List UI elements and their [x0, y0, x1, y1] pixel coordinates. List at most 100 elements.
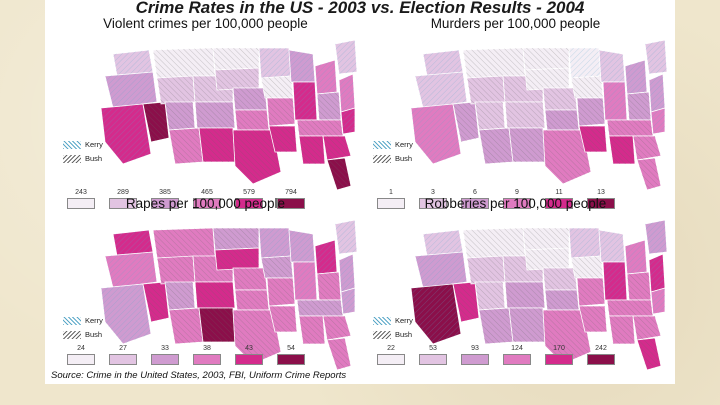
bush-hatch-overlay — [543, 130, 591, 184]
kerry-hatch-overlay — [625, 60, 647, 94]
bush-hatch-overlay — [269, 306, 297, 332]
slide-panel: Crime Rates in the US - 2003 vs. Electio… — [45, 0, 675, 384]
legend-bin-swatch — [461, 354, 489, 365]
bush-swatch — [63, 331, 81, 339]
kerry-hatch-overlay — [603, 262, 627, 300]
legend-bin-swatch — [377, 354, 405, 365]
kerry-hatch-overlay — [569, 228, 601, 258]
legend-bin-label: 38 — [203, 345, 211, 352]
kerry-key: Kerry — [63, 140, 133, 152]
bush-hatch-overlay — [199, 128, 235, 162]
kerry-hatch-overlay — [599, 230, 625, 262]
legend-bin-label: 124 — [511, 345, 523, 352]
legend-bin-swatch — [235, 354, 263, 365]
kerry-swatch — [373, 141, 391, 149]
legend-bin-swatch — [587, 198, 615, 209]
kerry-label: Kerry — [85, 140, 103, 149]
legend-bin-swatch — [377, 198, 405, 209]
kerry-key: Kerry — [373, 140, 443, 152]
legend-bin: 465 — [189, 188, 225, 210]
bush-hatch-overlay — [267, 278, 295, 306]
kerry-hatch-overlay — [423, 230, 463, 256]
legend-bin-swatch — [151, 198, 179, 209]
bush-hatch-overlay — [157, 76, 195, 104]
bush-hatch-overlay — [633, 136, 661, 160]
legend-bin-label: 11 — [555, 189, 563, 196]
legend-bin: 54 — [273, 344, 309, 366]
bush-hatch-overlay — [169, 128, 203, 164]
kerry-hatch-overlay — [415, 72, 467, 108]
us-map-murders — [410, 39, 668, 191]
kerry-label: Kerry — [395, 140, 413, 149]
bush-label: Bush — [85, 154, 103, 163]
bush-hatch-overlay — [463, 228, 525, 258]
legend-bin: 38 — [189, 344, 225, 366]
bush-hatch-overlay — [637, 338, 661, 370]
bush-hatch-overlay — [509, 308, 545, 342]
bush-hatch-overlay — [267, 98, 295, 126]
kerry-hatch-overlay — [259, 48, 291, 78]
kerry-hatch-overlay — [339, 74, 355, 112]
bush-hatch-overlay — [299, 316, 325, 344]
legend-bin-label: 9 — [515, 189, 519, 196]
legend-bin: 27 — [105, 344, 141, 366]
legend-bins: 243 289 385 465 579 794 — [63, 188, 353, 210]
legend-bin-swatch — [461, 198, 489, 209]
kerry-hatch-overlay — [289, 230, 315, 262]
bush-hatch-overlay — [607, 120, 653, 136]
legend-bin-swatch — [277, 198, 305, 209]
bush-hatch-overlay — [165, 102, 195, 130]
legend-bin-swatch — [587, 354, 615, 365]
bush-hatch-overlay — [633, 316, 661, 340]
bush-hatch-overlay — [475, 102, 505, 130]
legend-bin: 22 — [373, 344, 409, 366]
kerry-label: Kerry — [85, 316, 103, 325]
kerry-hatch-overlay — [415, 252, 467, 288]
kerry-hatch-overlay — [603, 82, 627, 120]
bush-hatch-overlay — [627, 92, 651, 120]
kerry-hatch-overlay — [599, 50, 625, 82]
kerry-swatch — [373, 317, 391, 325]
kerry-key: Kerry — [63, 316, 133, 328]
legend-bin-label: 170 — [553, 345, 565, 352]
kerry-hatch-overlay — [341, 108, 355, 134]
bush-hatch-overlay — [571, 76, 603, 98]
legend-bin: 243 — [63, 188, 99, 210]
bush-hatch-overlay — [607, 300, 653, 316]
legend-bin-label: 465 — [201, 189, 213, 196]
legend-bin-swatch — [419, 198, 447, 209]
map-heading: Robberies per 100,000 people — [424, 196, 607, 211]
legend-bin: 33 — [147, 344, 183, 366]
bush-swatch — [373, 155, 391, 163]
bush-hatch-overlay — [157, 256, 195, 284]
legend-bin: 3 — [415, 188, 451, 210]
bush-hatch-overlay — [467, 76, 505, 104]
kerry-hatch-overlay — [293, 262, 317, 300]
map-heading: Violent crimes per 100,000 people — [103, 16, 308, 31]
legend-bin-swatch — [109, 354, 137, 365]
legend-bin: 13 — [583, 188, 619, 210]
kerry-hatch-overlay — [649, 74, 665, 112]
legend-bin-swatch — [503, 354, 531, 365]
bush-hatch-overlay — [261, 256, 293, 278]
legend-bin-swatch — [419, 354, 447, 365]
legend-bin-label: 289 — [117, 189, 129, 196]
bush-hatch-overlay — [453, 282, 479, 322]
bush-hatch-overlay — [577, 98, 605, 126]
bush-key: Bush — [63, 154, 133, 166]
kerry-hatch-overlay — [105, 252, 157, 288]
bush-hatch-overlay — [571, 256, 603, 278]
bush-hatch-overlay — [579, 306, 607, 332]
legend-bin-label: 1 — [389, 189, 393, 196]
bush-key: Bush — [373, 154, 443, 166]
map-heading: Rapes per 100,000 people — [125, 196, 286, 211]
legend-bin-label: 93 — [471, 345, 479, 352]
legend-bin-label: 13 — [597, 189, 605, 196]
bush-swatch — [63, 155, 81, 163]
kerry-hatch-overlay — [113, 230, 153, 256]
legend-bin: 385 — [147, 188, 183, 210]
map-violent-crimes: Violent crimes per 100,000 people Kerry … — [53, 16, 358, 209]
bush-hatch-overlay — [523, 228, 569, 250]
bush-hatch-overlay — [317, 92, 341, 120]
